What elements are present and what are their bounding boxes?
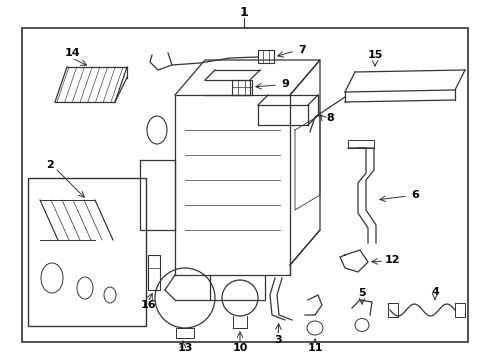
Bar [231, 80, 251, 95]
Text: 15: 15 [366, 50, 382, 60]
Text: 8: 8 [325, 113, 333, 123]
Bar [347, 140, 373, 148]
Bar [22, 28, 467, 342]
Text: 14: 14 [64, 48, 80, 58]
Text: 2: 2 [46, 160, 54, 170]
Text: 10: 10 [232, 343, 247, 353]
Text: 16: 16 [140, 300, 156, 310]
Text: 1: 1 [239, 5, 248, 18]
Bar [28, 178, 146, 326]
Bar [176, 328, 194, 338]
Text: 3: 3 [274, 335, 281, 345]
Bar [148, 255, 160, 290]
Text: 11: 11 [306, 343, 322, 353]
Text: 7: 7 [298, 45, 305, 55]
Bar [258, 50, 273, 63]
Text: 4: 4 [430, 287, 438, 297]
Text: 9: 9 [281, 79, 288, 89]
Text: 5: 5 [357, 288, 365, 298]
Text: 13: 13 [177, 343, 192, 353]
Text: 12: 12 [384, 255, 399, 265]
Text: 6: 6 [410, 190, 418, 200]
